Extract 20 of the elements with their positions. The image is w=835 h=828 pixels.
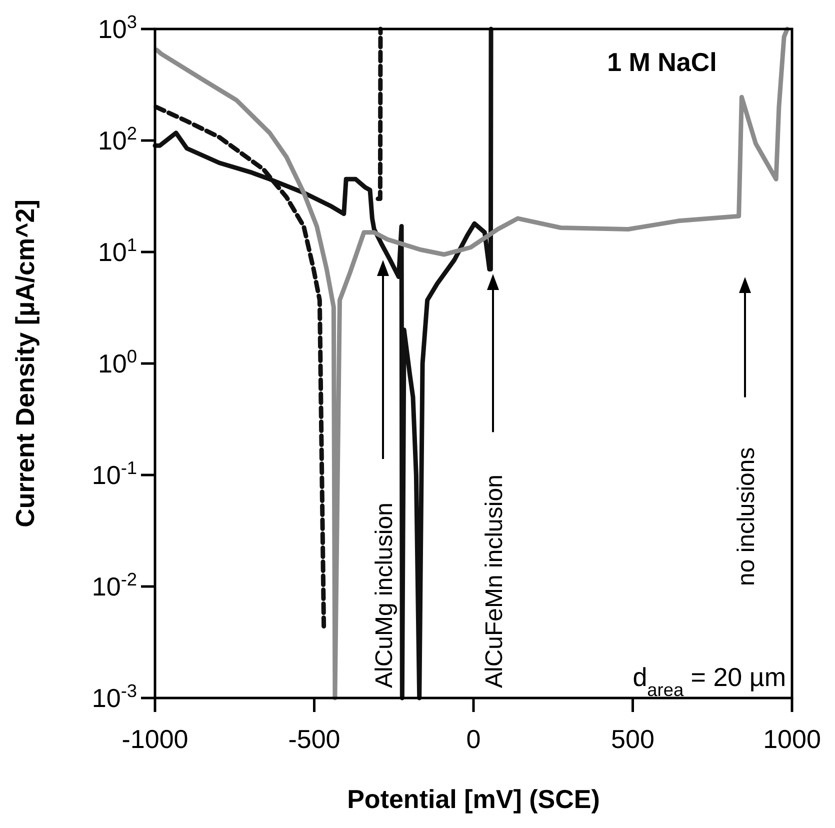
annotation: 1 M NaCl [607,47,717,77]
y-tick-label: 10$^{0}$ [98,346,137,378]
annotation: no inclusions [733,447,760,586]
x-tick-label: 500 [611,724,654,754]
annotation: d$_{area}$ = 20 µm [632,662,786,700]
y-tick-label: 10$^{2}$ [98,124,137,156]
y-axis-title: Current Density [µA/cm^2] [10,200,40,528]
y-tick-label: 10$^{1}$ [98,235,137,267]
line-series [154,26,790,700]
x-tick-label: 0 [466,724,481,754]
x-axis-title: Potential [mV] (SCE) [347,784,600,814]
y-tick-label: 10$^{-2}$ [92,570,137,602]
x-tick-label: -500 [288,724,340,754]
annotation: AlCuFeMn inclusion [481,474,508,688]
annotation: AlCuMg inclusion [371,502,398,688]
y-tick-label: 10$^{-3}$ [92,681,137,713]
y-tick-label: 10$^{-1}$ [92,458,137,490]
x-tick-label: -1000 [122,724,188,754]
y-tick-label: 10$^{3}$ [98,12,137,44]
x-tick-label: 1000 [763,724,821,754]
